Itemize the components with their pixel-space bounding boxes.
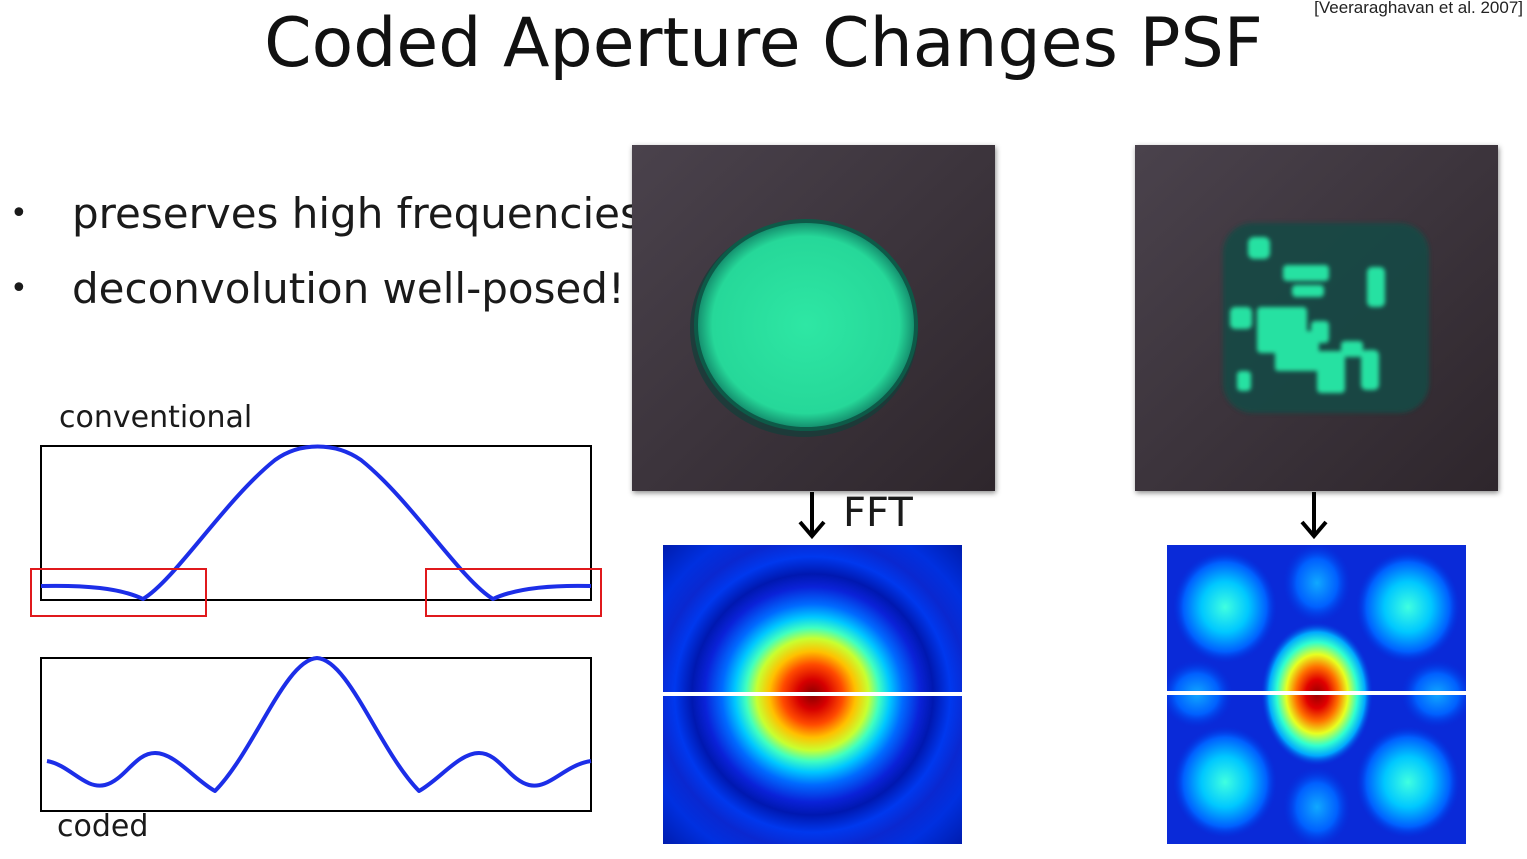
coded-plot-frame [40,657,592,812]
conventional-plot [30,444,602,617]
slide-title: Coded Aperture Changes PSF [264,4,1263,83]
low-freq-highlight-right [425,568,602,617]
coded-label: coded [57,809,149,844]
bullet-text: deconvolution well-posed! [72,264,625,313]
fft-label: FFT [843,490,913,536]
conventional-spectrum [663,545,962,844]
conventional-psf-photo [632,145,995,491]
coded-psf-photo [1135,145,1498,491]
coded-spectrum [1167,545,1466,844]
bullet-dot: • [10,196,28,231]
arrow-down-icon [1300,492,1328,540]
coded-curve [46,656,592,793]
conventional-plot-frame [40,445,592,601]
bullet-dot: • [10,271,28,306]
coded-plot [40,656,592,812]
citation: [Veeraraghavan et al. 2007] [1314,0,1523,17]
low-freq-highlight-left [30,568,207,617]
bullet-text: preserves high frequencies [72,189,642,238]
arrow-down-icon [798,492,826,540]
conventional-label: conventional [59,400,253,435]
conventional-curve [40,444,592,601]
